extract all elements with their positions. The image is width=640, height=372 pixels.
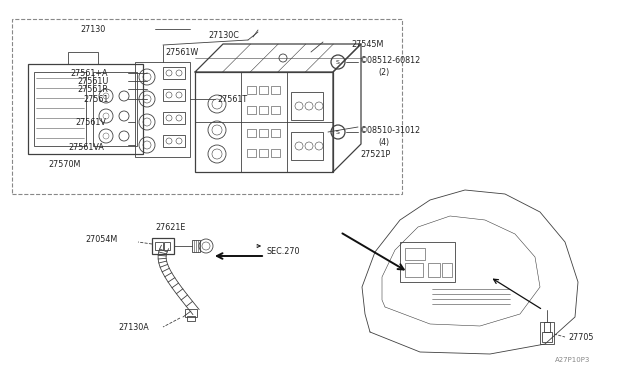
Bar [542,332,552,342]
Bar [247,149,256,157]
Text: 27561W: 27561W [165,48,198,57]
Text: 27705: 27705 [568,333,593,341]
Bar [163,112,185,124]
Text: 27521P: 27521P [360,150,390,158]
Bar [291,92,323,120]
Bar [34,72,86,146]
Bar [259,149,268,157]
Bar [155,242,163,250]
Bar [163,67,185,79]
Text: 27561VA: 27561VA [68,142,104,151]
Bar [405,248,425,260]
Bar [163,135,185,147]
Bar [192,240,200,252]
Text: 27561: 27561 [83,94,108,103]
Bar [259,106,268,114]
Bar [428,263,440,277]
Bar [442,263,452,277]
Bar [271,129,280,137]
Text: 27130C: 27130C [208,31,239,39]
Bar [405,263,423,277]
Bar [28,64,143,154]
Bar [185,309,197,317]
Text: 27130A: 27130A [118,323,148,331]
Bar [68,52,98,64]
Text: 27561V: 27561V [75,118,106,126]
Bar [400,242,455,282]
Bar [259,129,268,137]
Bar [12,19,402,194]
Text: 27561R: 27561R [77,84,108,93]
Text: 27621E: 27621E [155,222,186,231]
Bar [540,322,554,344]
Bar [93,72,137,146]
Text: SEC.270: SEC.270 [267,247,301,257]
Text: 27570M: 27570M [48,160,81,169]
Text: (4): (4) [378,138,389,147]
Text: S: S [336,60,340,64]
Bar [164,242,170,250]
Bar [271,149,280,157]
Bar [247,129,256,137]
Text: 27545M: 27545M [351,39,383,48]
Text: ©08510-31012: ©08510-31012 [360,125,421,135]
Bar [247,106,256,114]
Text: 27130: 27130 [80,25,105,33]
Bar [259,86,268,94]
Bar [187,316,195,321]
Text: A27P10P3: A27P10P3 [555,357,590,363]
Text: ©08512-60812: ©08512-60812 [360,55,421,64]
Text: 27561T: 27561T [217,94,247,103]
Bar [271,106,280,114]
Text: S: S [336,129,340,135]
Text: 27054M: 27054M [85,234,117,244]
Bar [247,86,256,94]
Bar [152,238,174,254]
Text: 27561U: 27561U [77,77,108,86]
Bar [544,322,550,332]
Bar [195,72,333,172]
Bar [163,89,185,101]
Bar [271,86,280,94]
Bar [135,62,190,157]
Text: (2): (2) [378,67,389,77]
Text: 27561+A: 27561+A [70,68,108,77]
Bar [291,132,323,160]
